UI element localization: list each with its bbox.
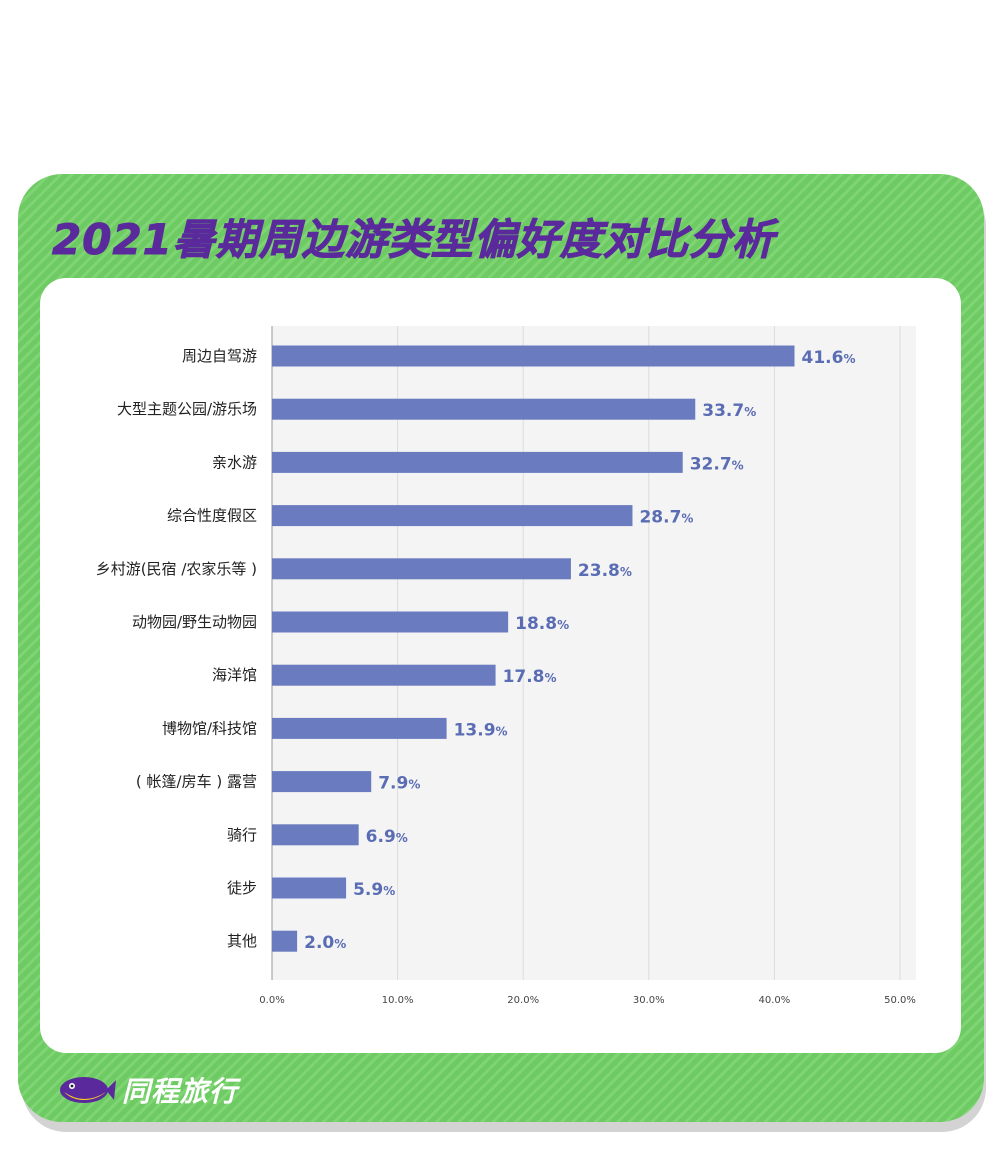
x-tick-label: 30.0% [633, 995, 665, 1006]
bar [272, 505, 633, 527]
bar [272, 611, 509, 633]
value-label: 7.9% [378, 774, 420, 794]
value-label: 33.7% [702, 401, 756, 421]
bar [272, 664, 496, 686]
x-tick-label: 0.0% [259, 995, 284, 1006]
value-label: 32.7% [690, 454, 744, 474]
category-label: 综合性度假区 [167, 507, 257, 525]
category-label: 海洋馆 [212, 666, 257, 684]
value-label: 5.9% [353, 880, 395, 900]
category-label: 亲水游 [212, 453, 257, 471]
x-tick-label: 10.0% [382, 995, 414, 1006]
category-label: 周边自驾游 [182, 347, 257, 365]
chart-title: 2021暑期周边游类型偏好度对比分析 [52, 215, 775, 265]
value-label: 18.8% [515, 614, 569, 634]
bar [272, 717, 447, 739]
x-tick-label: 40.0% [759, 995, 791, 1006]
bar [272, 930, 298, 952]
value-label: 28.7% [639, 508, 693, 528]
bar [272, 345, 795, 367]
bar [272, 451, 683, 473]
category-label: 徒步 [227, 879, 257, 897]
plot-area [272, 326, 916, 980]
bar [272, 771, 372, 793]
x-tick-label: 50.0% [884, 995, 916, 1006]
bar [272, 398, 696, 420]
bar [272, 558, 571, 580]
value-label: 6.9% [366, 827, 408, 847]
x-tick-labels: 0.0% 10.0% 20.0% 30.0% 40.0% 50.0% [259, 995, 916, 1006]
value-label: 41.6% [801, 348, 855, 368]
brand-name: 同程旅行 [122, 1075, 239, 1108]
value-label: 23.8% [578, 561, 632, 581]
category-label: 其他 [227, 932, 257, 950]
fish-logo-icon [60, 1077, 116, 1103]
category-label: 乡村游(民宿 /农家乐等 ) [96, 560, 257, 578]
bars [272, 345, 795, 952]
value-labels: 41.6% 33.7% 32.7% 28.7% 23.8% 18.8% 17.8% 13.9%… [304, 348, 855, 953]
bar [272, 824, 359, 846]
category-label: 博物馆/科技馆 [162, 719, 257, 737]
category-label: 动物园/野生动物园 [132, 613, 257, 631]
value-label: 2.0% [304, 933, 346, 953]
category-label: 大型主题公园/游乐场 [117, 400, 257, 418]
brand-logo: 同程旅行 [56, 1068, 238, 1112]
category-label: 骑行 [227, 826, 257, 844]
bar [272, 877, 347, 899]
grid-lines [397, 326, 901, 980]
value-label: 17.8% [503, 667, 557, 687]
value-label: 13.9% [454, 720, 508, 740]
category-label: ( 帐篷/房车 ) 露营 [136, 773, 257, 791]
x-tick-label: 20.0% [507, 995, 539, 1006]
